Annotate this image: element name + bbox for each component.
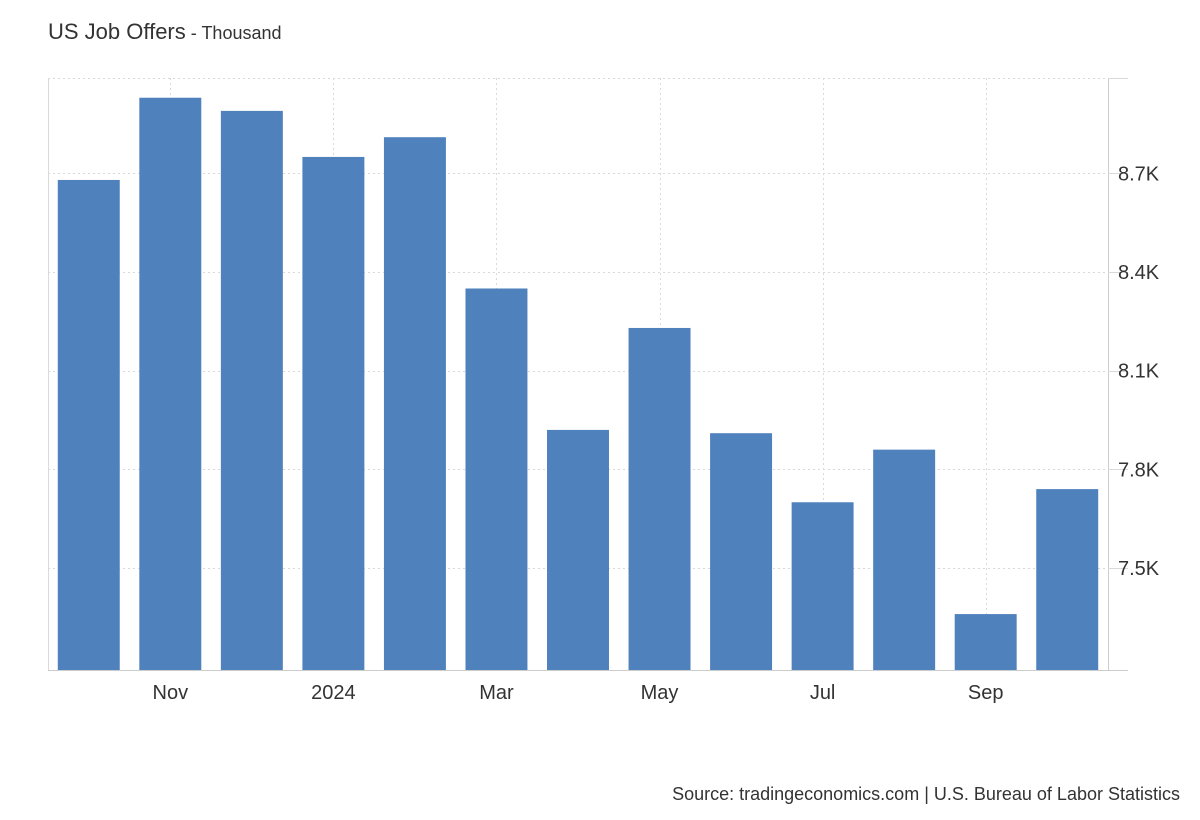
source-note: Source: tradingeconomics.com | U.S. Bure… — [672, 784, 1180, 804]
y-tick-label: 7.5K — [1118, 558, 1160, 580]
y-axis-labels: 7.5K 7.8K 8.1K 8.4K 8.7K — [1118, 163, 1160, 580]
bar-2024-05 — [628, 327, 691, 670]
y-tick-label: 8.1K — [1118, 361, 1160, 383]
x-tick-label: Nov — [153, 682, 189, 704]
chart-title: US Job Offers — [48, 19, 186, 44]
bar-2023-11 — [139, 97, 202, 671]
axes — [48, 78, 1128, 671]
x-tick-label: May — [641, 682, 679, 704]
bar-2024-04 — [547, 429, 609, 670]
y-tick-label: 8.7K — [1118, 163, 1160, 185]
x-tick-label: 2024 — [311, 682, 356, 704]
title-separator: - — [185, 23, 202, 43]
y-tick-label: 8.4K — [1118, 262, 1160, 284]
chart-subtitle: Thousand — [201, 23, 282, 43]
bar-2024-07 — [791, 502, 854, 670]
bar-2024-01 — [302, 156, 365, 670]
bar-series — [57, 97, 1099, 671]
x-axis-labels: Nov 2024 Mar May Jul Sep — [153, 682, 1004, 704]
x-tick-label: Mar — [479, 682, 514, 704]
x-tick-label: Sep — [968, 682, 1004, 704]
y-tick-label: 7.8K — [1118, 459, 1160, 481]
bar-2024-10 — [1036, 489, 1099, 670]
bar-2023-12 — [220, 110, 283, 670]
bar-2024-06 — [710, 433, 773, 670]
chart-title-block: US Job Offers - Thousand — [48, 19, 282, 45]
bar-2024-09 — [954, 614, 1017, 670]
bar-2024-08 — [873, 449, 936, 670]
x-tick-label: Jul — [810, 682, 836, 704]
bar-2024-03 — [465, 288, 528, 670]
bar-2024-02 — [383, 137, 446, 670]
bar-2023-10 — [57, 179, 120, 670]
